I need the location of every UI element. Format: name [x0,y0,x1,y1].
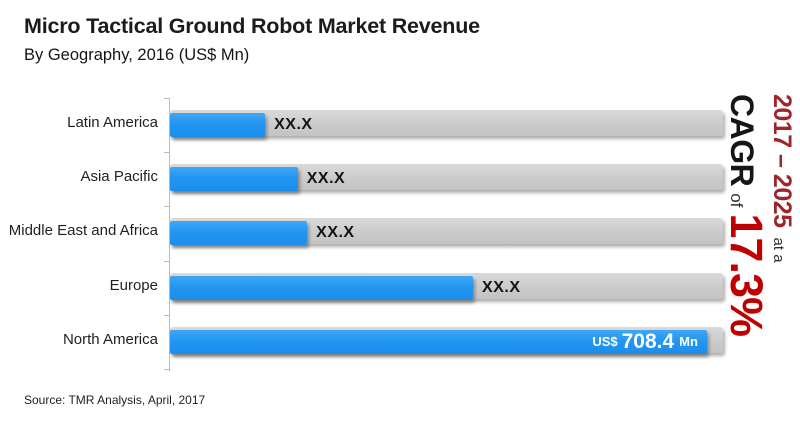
category-label: North America [62,330,158,348]
bar-row: Asia Pacific XX.X [0,152,800,206]
axis-tick [164,260,169,262]
axis-tick [164,98,169,99]
bar-row: Middle East and Africa XX.X [0,206,800,260]
category-label: Latin America [67,114,158,131]
bar-value-label: XX.X [306,170,346,188]
bar-track: US$ 708.4 Mn [170,326,723,354]
cagr-line-value: CAGR of 17.3% [721,94,772,346]
cagr-annotation: 2017 – 2025 at a CAGR of 17.3% [721,94,796,346]
bar-row: North America US$ 708.4 Mn [0,315,800,369]
bar-fill [170,113,266,137]
bar-rows: Latin America XX.X Asia Pacific XX.X Mid… [0,98,800,371]
bar-track: XX.X [170,164,723,192]
bar-fill [170,167,298,192]
cagr-rotated-text: 2017 – 2025 at a CAGR of 17.3% [721,94,796,346]
cagr-period-text: 2017 – 2025 [768,94,796,228]
cagr-metric-label: CAGR [724,94,760,187]
bar-row: Europe XX.X [0,261,800,315]
bar-fill [170,275,474,300]
bar-value-label-inside: US$ 708.4 Mn [592,330,698,354]
category-label: Middle East and Africa [8,222,158,240]
value-amount: 708.4 [621,329,675,353]
bar-value-label: XX.X [274,116,313,133]
chart-subtitle: By Geography, 2016 (US$ Mn) [24,46,250,64]
axis-tick [164,314,169,316]
value-unit: Mn [679,333,698,349]
category-axis-line [169,98,170,371]
cagr-value-text: 17.3% [721,213,772,337]
category-label: Europe [109,276,158,294]
bar-value-label: XX.X [316,224,355,242]
bar-fill: US$ 708.4 Mn [170,329,707,354]
axis-tick [164,206,169,208]
bar-track: XX.X [170,110,723,137]
chart-title: Micro Tactical Ground Robot Market Reven… [24,14,480,38]
bar-row: Latin America XX.X [0,98,800,152]
bar-fill [170,221,308,246]
bar-value-label: XX.X [482,278,521,296]
bar-track: XX.X [170,272,723,300]
source-note: Source: TMR Analysis, April, 2017 [24,393,206,407]
cagr-line-period: 2017 – 2025 at a [768,94,796,346]
category-label: Asia Pacific [80,168,158,186]
axis-tick [164,152,169,154]
bar-track: XX.X [170,218,723,246]
cagr-of-text: of [727,193,746,208]
axis-tick [164,369,169,370]
value-currency: US$ [592,333,618,349]
